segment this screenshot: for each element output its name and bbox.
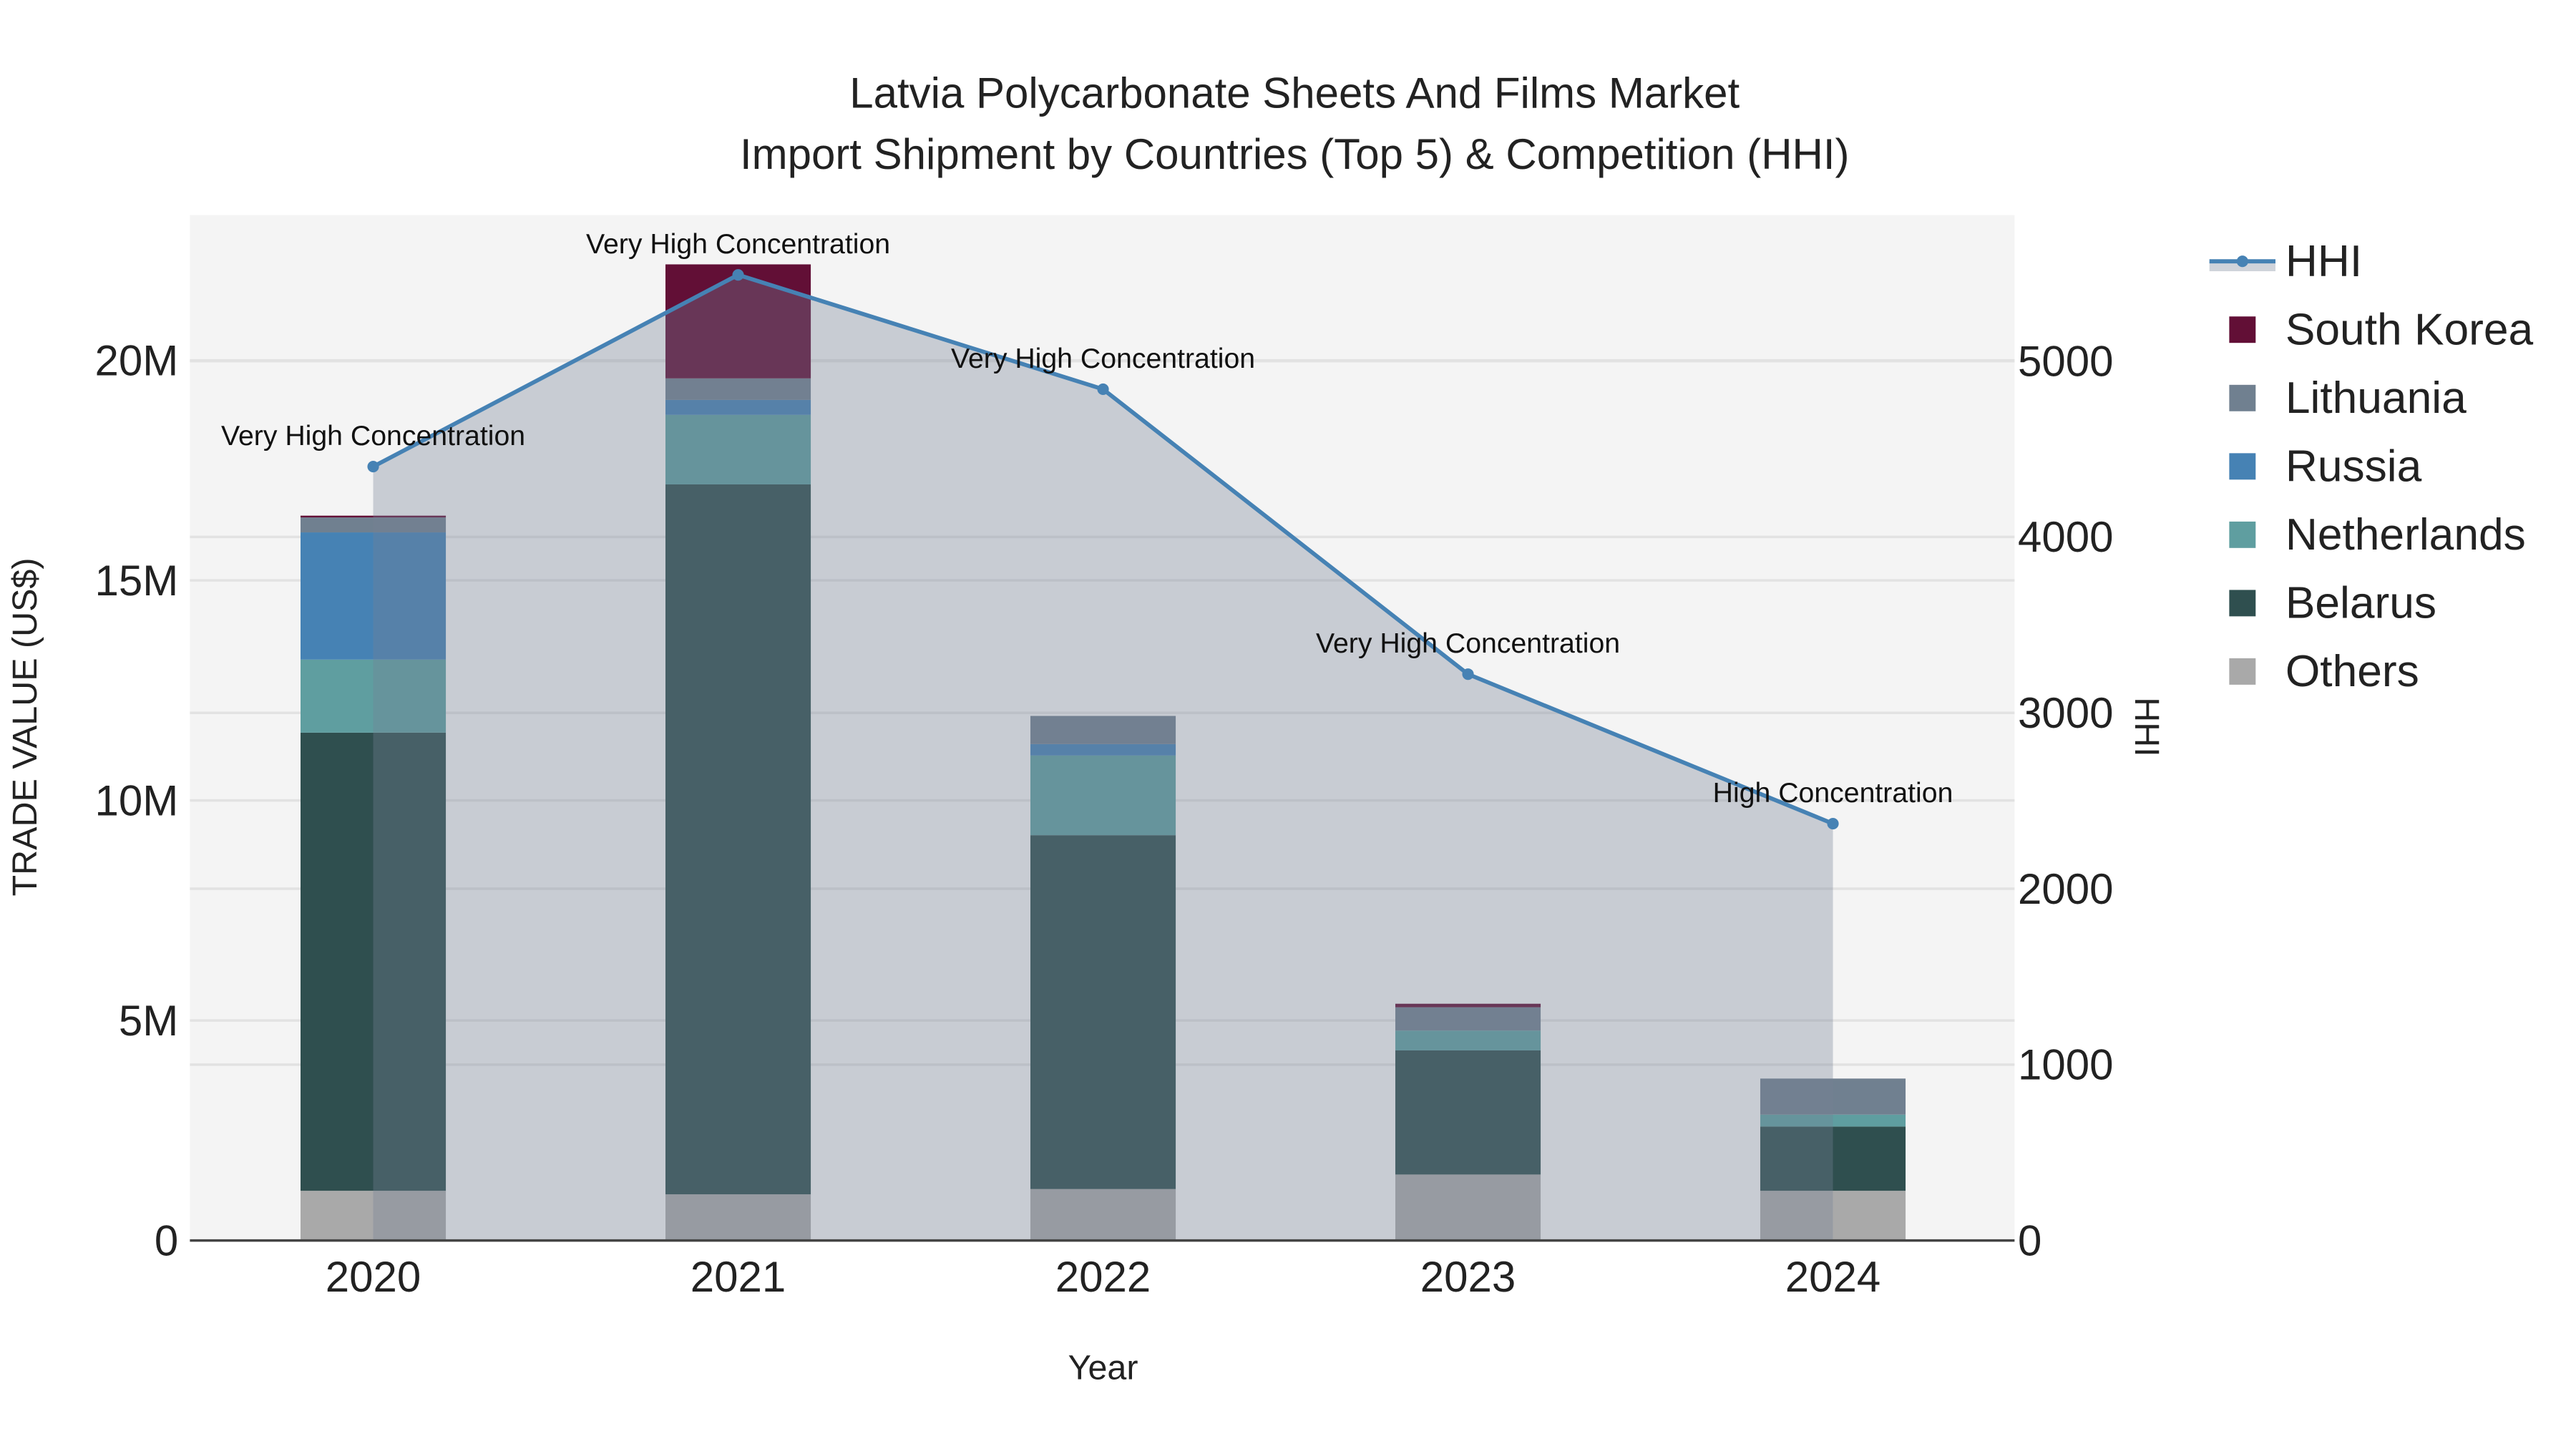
- legend-swatch-netherlands: [2229, 521, 2256, 548]
- bar-belarus-2023: [1395, 1050, 1541, 1175]
- legend-label: Lithuania: [2285, 374, 2467, 423]
- y-tick-label: 5M: [119, 997, 178, 1045]
- hhi-point-2023: [1462, 668, 1474, 680]
- y-tick-label: 0: [155, 1216, 178, 1264]
- y-tick-label: 10M: [95, 776, 179, 824]
- y2-tick-label: 2000: [2018, 865, 2113, 913]
- bar-lithuania-2024: [1760, 1078, 1906, 1115]
- hhi-point-2021: [732, 269, 744, 281]
- axes: 0 5M 10M 15M 20M 0 1000 2000 3000 4000 5000 2020 202…: [95, 336, 2114, 1301]
- x-tick-label: 2021: [691, 1253, 786, 1301]
- legend-label: South Korea: [2285, 306, 2534, 355]
- x-tick-label: 2022: [1055, 1253, 1151, 1301]
- hhi-point-2024: [1827, 818, 1839, 830]
- y-tick-label: 20M: [95, 336, 179, 384]
- hhi-area: [373, 275, 1833, 1241]
- bar-russia-2022: [1030, 743, 1176, 756]
- legend-label: Netherlands: [2285, 510, 2526, 560]
- legend-swatch-belarus: [2229, 590, 2256, 617]
- legend-swatch-others: [2229, 658, 2256, 685]
- bar-belarus-2022: [1030, 835, 1176, 1189]
- bar-south-korea-2023: [1395, 1003, 1541, 1008]
- bar-belarus-2021: [665, 484, 811, 1195]
- bar-others-2024: [1760, 1191, 1906, 1241]
- legend-label: Others: [2285, 647, 2419, 696]
- bar-belarus-2020: [301, 732, 447, 1191]
- bar-south-korea-2021: [665, 264, 811, 379]
- bar-russia-2020: [301, 532, 447, 660]
- bar-netherlands-2023: [1395, 1030, 1541, 1050]
- legend-label: HHI: [2285, 237, 2362, 286]
- hhi-series: Very High Concentration Very High Concent…: [221, 228, 1953, 1241]
- y2-tick-label: 5000: [2018, 337, 2113, 385]
- y2-tick-label: 3000: [2018, 689, 2113, 737]
- bar-south-korea-2020: [301, 515, 447, 518]
- bar-russia-2021: [665, 399, 811, 415]
- bar-lithuania-2022: [1030, 716, 1176, 744]
- x-tick-label: 2020: [326, 1253, 421, 1301]
- x-tick-label: 2024: [1785, 1253, 1880, 1301]
- bar-lithuania-2021: [665, 378, 811, 400]
- hhi-annotation: Very High Concentration: [1316, 628, 1620, 659]
- hhi-point-2020: [367, 461, 379, 473]
- legend-label: Russia: [2285, 442, 2422, 492]
- x-axis-label: Year: [1068, 1349, 1138, 1387]
- bar-others-2023: [1395, 1174, 1541, 1241]
- bar-netherlands-2022: [1030, 755, 1176, 836]
- bar-others-2021: [665, 1194, 811, 1241]
- bar-lithuania-2020: [301, 517, 447, 533]
- hhi-annotation: Very High Concentration: [951, 343, 1255, 374]
- legend-swatch-lithuania: [2229, 384, 2256, 411]
- y2-axis-label: HHI: [2127, 697, 2166, 756]
- legend-swatch-south-korea: [2229, 316, 2256, 343]
- y2-tick-label: 0: [2018, 1216, 2041, 1264]
- x-tick-label: 2023: [1420, 1253, 1516, 1301]
- legend-hhi-marker: [2236, 255, 2248, 268]
- legend-label: Belarus: [2285, 579, 2436, 628]
- bar-netherlands-2020: [301, 659, 447, 733]
- bar-others-2020: [301, 1191, 447, 1241]
- bar-others-2022: [1030, 1189, 1176, 1241]
- y-axis-label: TRADE VALUE (US$): [6, 557, 44, 896]
- y2-tick-label: 4000: [2018, 513, 2113, 561]
- y2-tick-label: 1000: [2018, 1041, 2113, 1089]
- legend-swatch-russia: [2229, 453, 2256, 480]
- hhi-annotation: Very High Concentration: [221, 420, 525, 452]
- bar-lithuania-2023: [1395, 1007, 1541, 1031]
- chart-subtitle: Import Shipment by Countries (Top 5) & C…: [740, 130, 1850, 178]
- hhi-point-2022: [1097, 383, 1109, 396]
- hhi-annotation: High Concentration: [1713, 777, 1953, 809]
- bar-netherlands-2021: [665, 414, 811, 484]
- bars: [301, 264, 1906, 1241]
- hhi-annotation: Very High Concentration: [586, 228, 890, 260]
- bar-netherlands-2024: [1760, 1114, 1906, 1127]
- y-tick-label: 15M: [95, 557, 179, 605]
- chart-title: Latvia Polycarbonate Sheets And Films Ma…: [849, 69, 1740, 117]
- bar-belarus-2024: [1760, 1126, 1906, 1191]
- legend: HHI South Korea Lithuania Russia Netherlands…: [2209, 237, 2534, 696]
